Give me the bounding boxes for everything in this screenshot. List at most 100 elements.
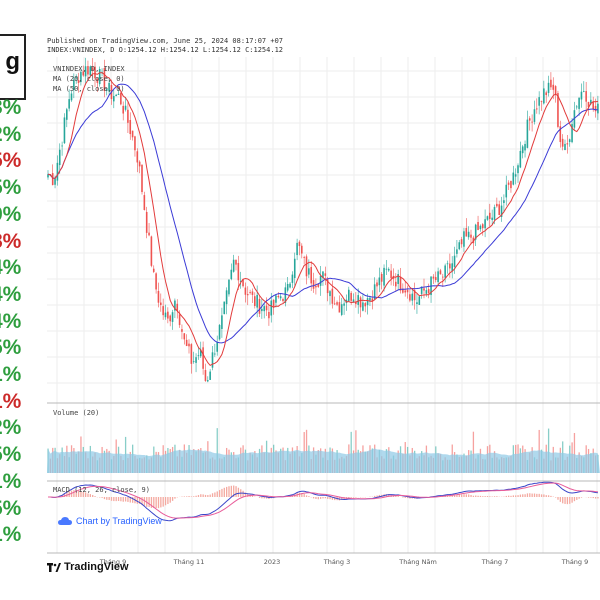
candle-body (301, 245, 303, 254)
candle-body (571, 124, 573, 143)
candle-body (385, 268, 388, 270)
macd-hist-bar (228, 486, 230, 497)
candle-body (214, 353, 216, 355)
candle-body (432, 276, 435, 279)
candle-body (517, 165, 519, 174)
candle-body (568, 139, 571, 142)
candle-body (61, 145, 63, 147)
candle-body (286, 283, 289, 291)
candle-body (204, 370, 207, 381)
macd-hist-bar (510, 495, 512, 497)
macd-hist-bar (160, 497, 162, 508)
candle-body (249, 292, 251, 293)
candle-body (442, 276, 444, 278)
candle-body (115, 94, 117, 97)
chart-by-tradingview[interactable]: Chart by TradingView (58, 516, 162, 526)
macd-hist-bar (578, 497, 580, 499)
candle-body (451, 263, 453, 272)
candle-body (105, 88, 108, 91)
candle-body (484, 219, 486, 229)
macd-hist-bar (472, 495, 475, 497)
macd-hist-bar (475, 495, 477, 497)
macd-hist-bar (261, 497, 263, 499)
legend-ma50: MA (50, close, 0) (53, 85, 125, 93)
candle-body (303, 257, 305, 258)
candle-body (145, 211, 148, 233)
macd-hist-bar (80, 491, 82, 497)
macd-hist-bar (515, 495, 517, 497)
macd-hist-bar (522, 494, 524, 497)
candle-body (528, 118, 531, 121)
percent-item: 8% (0, 229, 22, 253)
macd-hist-bar (190, 496, 193, 497)
candle-body (418, 296, 421, 305)
candle-body (411, 293, 414, 301)
candle-body (507, 182, 510, 185)
price-chart[interactable]: Tháng 9 Tháng 11 2023 Tháng 3 Tháng Năm Tháng… (47, 57, 600, 585)
candle-body (489, 212, 491, 219)
candle-body (597, 103, 599, 114)
macd-hist-bar (317, 497, 319, 500)
candle-body (510, 180, 512, 189)
signal-line (48, 482, 598, 519)
candle-body (129, 119, 132, 135)
candle-body (559, 126, 562, 143)
macd-hist-bar (251, 495, 254, 497)
candle-body (136, 151, 139, 163)
candle-body (547, 82, 550, 93)
candle-body (141, 164, 143, 193)
macd-hist-bar (479, 495, 482, 497)
macd-label: MACD (12, 26, close, 9) (53, 486, 150, 494)
candle-body (75, 77, 77, 78)
candle-body (326, 279, 329, 294)
candle-body (239, 280, 242, 282)
macd-hist-bar (486, 496, 489, 497)
macd-hist-bar (211, 493, 214, 497)
candle-body (491, 217, 493, 220)
candle-body (263, 306, 265, 312)
macd-hist-bar (331, 497, 334, 500)
macd-hist-bar (355, 497, 357, 498)
candle-body (91, 67, 94, 71)
candle-body (197, 355, 200, 357)
candle-body (216, 342, 218, 352)
candle-body (73, 79, 75, 91)
candle-body (399, 276, 402, 291)
candle-body (545, 92, 547, 96)
candle-body (188, 343, 190, 347)
candle-body (298, 241, 301, 247)
candle-body (366, 298, 369, 306)
candle-body (171, 312, 174, 322)
candle-body (317, 283, 320, 287)
percent-item: 1% (0, 523, 22, 547)
macd-hist-bar (526, 493, 529, 497)
macd-hist-bar (573, 497, 576, 502)
candle-body (521, 146, 524, 154)
candle-body (503, 200, 505, 204)
macd-hist-bar (70, 490, 73, 497)
candle-body (291, 274, 294, 283)
candle-body (178, 314, 181, 326)
macd-hist-bar (477, 495, 479, 497)
macd-hist-bar (106, 497, 108, 500)
macd-hist-bar (395, 496, 397, 497)
macd-hist-bar (334, 497, 336, 501)
macd-hist-bar (214, 492, 216, 497)
macd-hist-bar (308, 496, 310, 497)
macd-hist-bar (141, 497, 143, 505)
candle-body (66, 109, 68, 120)
candle-body (526, 119, 529, 148)
candle-body (293, 258, 296, 279)
macd-hist-bar (493, 496, 496, 497)
macd-hist-bar (115, 497, 117, 502)
macd-hist-bar (223, 487, 225, 497)
macd-hist-bar (350, 497, 352, 498)
candle-body (423, 288, 425, 291)
candle-body (362, 302, 364, 311)
candle-body (580, 91, 583, 100)
candle-body (209, 371, 211, 380)
candle-body (373, 284, 376, 300)
candle-body (505, 184, 508, 198)
macd-hist-bar (404, 497, 406, 498)
macd-hist-bar (193, 496, 195, 497)
